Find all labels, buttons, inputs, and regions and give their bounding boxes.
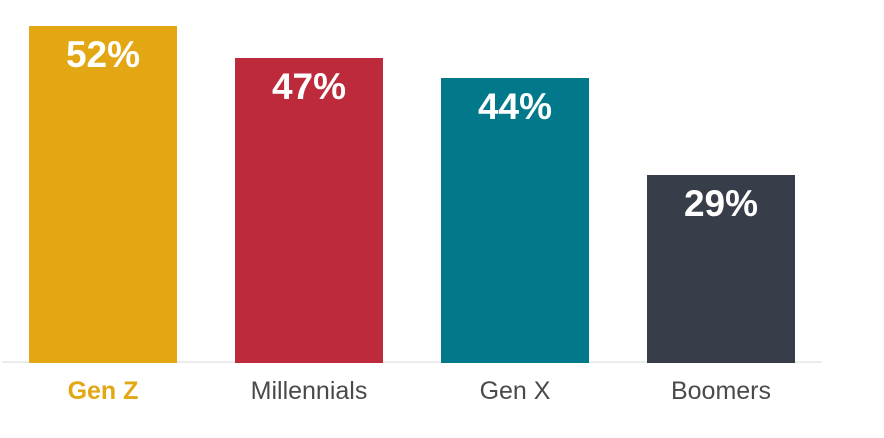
x-axis-line — [2, 361, 822, 363]
bar-gen-x: 44% — [441, 78, 589, 363]
bar-gen-z: 52% — [29, 26, 177, 363]
category-label-gen-x: Gen X — [479, 377, 551, 405]
bar-boomers: 29% — [647, 175, 795, 363]
category-label-millennials: Millennials — [250, 377, 368, 405]
bar-value-label-gen-x: 44% — [477, 86, 553, 127]
bar-value-label-boomers: 29% — [683, 183, 759, 224]
bar-value-label-gen-z: 52% — [65, 34, 141, 75]
category-label-gen-z: Gen Z — [67, 377, 139, 405]
bar-millennials: 47% — [235, 58, 383, 363]
bar-value-label-millennials: 47% — [271, 66, 347, 107]
category-label-boomers: Boomers — [670, 377, 772, 405]
